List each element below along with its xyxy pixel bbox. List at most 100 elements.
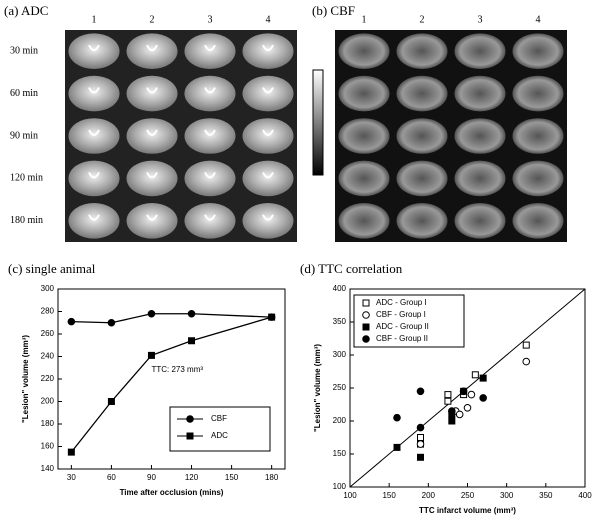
row-label: 90 min bbox=[10, 130, 38, 141]
y-tick-label: 400 bbox=[333, 284, 347, 293]
x-tick-label: 400 bbox=[578, 491, 592, 500]
y-tick-label: 150 bbox=[333, 449, 347, 458]
brain-slice bbox=[68, 75, 120, 112]
x-axis-label: TTC infarct volume (mm³) bbox=[419, 506, 516, 515]
data-point bbox=[268, 313, 276, 321]
column-label: 1 bbox=[362, 14, 367, 25]
ventricle bbox=[204, 129, 216, 136]
y-tick-label: 350 bbox=[333, 317, 347, 326]
y-tick-label: 100 bbox=[333, 482, 347, 491]
data-point bbox=[444, 397, 452, 405]
legend-label: CBF bbox=[211, 414, 227, 423]
legend-label: ADC - Group II bbox=[376, 322, 429, 331]
row-label: 120 min bbox=[10, 173, 43, 184]
data-point bbox=[107, 398, 115, 405]
data-point bbox=[471, 371, 479, 379]
brain-slice bbox=[512, 75, 564, 112]
ventricle bbox=[146, 129, 158, 136]
brain-slice bbox=[396, 202, 448, 239]
data-point bbox=[417, 453, 424, 461]
ventricle bbox=[146, 44, 158, 52]
legend-label: ADC - Group I bbox=[376, 298, 427, 307]
legend-label: CBF - Group II bbox=[376, 334, 428, 343]
ventricle bbox=[146, 87, 158, 94]
y-tick-label: 280 bbox=[41, 307, 55, 316]
brain-slice bbox=[454, 160, 506, 197]
brain-slice bbox=[338, 202, 390, 239]
x-tick-label: 120 bbox=[185, 473, 199, 482]
column-label: 2 bbox=[420, 14, 425, 25]
data-point bbox=[479, 374, 487, 382]
brain-slice bbox=[338, 160, 390, 197]
data-point bbox=[416, 387, 425, 396]
data-point bbox=[107, 318, 116, 327]
data-point bbox=[416, 423, 425, 432]
ventricle bbox=[204, 87, 216, 94]
ventricle bbox=[88, 129, 100, 136]
y-tick-label: 160 bbox=[41, 442, 55, 451]
brain-slice bbox=[454, 202, 506, 239]
x-tick-label: 180 bbox=[265, 473, 279, 482]
brain-slice bbox=[396, 33, 448, 70]
panel-label: (b) CBF bbox=[312, 3, 355, 18]
x-tick-label: 200 bbox=[422, 491, 436, 500]
brain-slice bbox=[396, 160, 448, 197]
ventricle bbox=[262, 214, 274, 221]
data-point bbox=[67, 317, 76, 326]
x-tick-label: 30 bbox=[67, 473, 76, 482]
brain-slice bbox=[242, 75, 294, 112]
x-tick-label: 150 bbox=[382, 491, 396, 500]
ventricle bbox=[88, 171, 100, 179]
brain-slice bbox=[338, 33, 390, 70]
data-point bbox=[67, 448, 75, 456]
ventricle bbox=[262, 44, 274, 52]
ventricle bbox=[204, 44, 216, 52]
ventricle bbox=[88, 87, 100, 94]
data-point bbox=[467, 390, 476, 399]
panel-label: (a) ADC bbox=[4, 3, 48, 18]
brain-slice bbox=[126, 75, 178, 112]
y-tick-label: 300 bbox=[333, 350, 347, 359]
legend-marker bbox=[186, 415, 194, 423]
brain-slice bbox=[512, 160, 564, 197]
series-line bbox=[70, 316, 272, 453]
column-label: 2 bbox=[150, 14, 155, 25]
ventricle bbox=[262, 87, 274, 94]
data-point bbox=[444, 391, 452, 399]
data-point bbox=[522, 341, 530, 349]
x-axis-label: Time after occlusion (mins) bbox=[120, 488, 224, 497]
y-axis-label: "Lesion" volume (mm³) bbox=[313, 344, 322, 432]
brain-slice bbox=[184, 75, 236, 112]
legend-marker bbox=[362, 323, 370, 331]
x-tick-label: 60 bbox=[107, 473, 116, 482]
column-label: 4 bbox=[536, 14, 541, 25]
brain-slice bbox=[512, 118, 564, 154]
data-point bbox=[187, 309, 196, 318]
legend-label: ADC bbox=[211, 431, 228, 440]
column-label: 4 bbox=[266, 14, 271, 25]
legend-marker bbox=[362, 299, 370, 307]
data-point bbox=[393, 443, 401, 451]
data-point bbox=[448, 407, 456, 415]
x-tick-label: 350 bbox=[539, 491, 553, 500]
y-tick-label: 140 bbox=[41, 464, 55, 473]
brain-slice bbox=[512, 202, 564, 239]
y-axis-label: "Lesion" volume (mm³) bbox=[21, 335, 30, 423]
legend-box bbox=[353, 294, 465, 348]
column-label: 3 bbox=[208, 14, 213, 25]
x-tick-label: 250 bbox=[461, 491, 475, 500]
brain-slice bbox=[396, 75, 448, 112]
legend-marker bbox=[362, 335, 370, 343]
legend-marker bbox=[362, 311, 370, 319]
ventricle bbox=[204, 214, 216, 221]
y-tick-label: 300 bbox=[41, 284, 55, 293]
data-point bbox=[416, 440, 425, 448]
data-point bbox=[393, 413, 401, 422]
ventricle bbox=[88, 44, 100, 52]
ventricle bbox=[204, 171, 216, 179]
chart-title: (c) single animal bbox=[8, 261, 96, 276]
data-point bbox=[448, 417, 456, 425]
brain-slice bbox=[454, 33, 506, 70]
